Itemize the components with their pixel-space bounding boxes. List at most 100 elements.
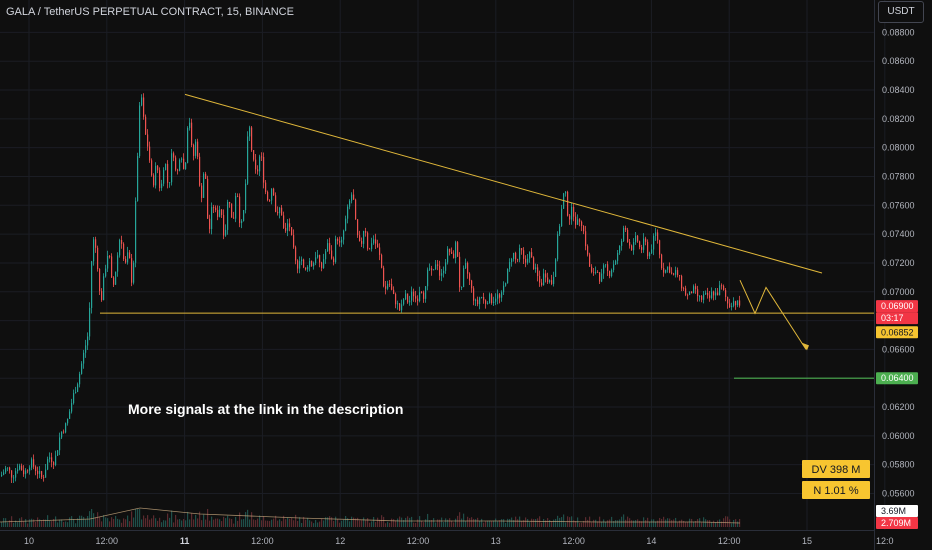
volume-bar [293, 520, 295, 527]
drawings[interactable] [100, 93, 874, 379]
time-tick-label: 14 [646, 536, 656, 546]
candle-body [735, 301, 737, 306]
candle-body [51, 457, 53, 463]
candle-body [347, 206, 349, 219]
volume-bar [417, 519, 419, 527]
volume-bar [565, 522, 567, 527]
volume-bar [277, 520, 279, 527]
price-tick-label: 0.08600 [882, 56, 915, 66]
candle-body [575, 216, 577, 225]
volume-bar [65, 521, 67, 527]
candle-body [675, 270, 677, 275]
candle-body [411, 291, 413, 301]
candle-body [381, 254, 383, 268]
time-tick-label: 12:00 [407, 536, 430, 546]
candle-body [65, 423, 67, 433]
volume-bar [591, 522, 593, 527]
volume-bar [535, 519, 537, 527]
candle-body [649, 253, 651, 257]
price-tick-label: 0.05800 [882, 460, 915, 470]
volume-bar [561, 517, 563, 527]
candle-body [425, 286, 427, 299]
candle-body [161, 183, 163, 189]
volume-bar [75, 523, 77, 527]
candle-body [261, 156, 263, 158]
volume-bar [87, 516, 89, 527]
currency-button[interactable]: USDT [878, 1, 924, 23]
volume-bar [79, 515, 81, 527]
volume-bar [429, 520, 431, 527]
candle-body [167, 163, 169, 183]
candle-body [119, 239, 121, 256]
candle-body [281, 207, 283, 216]
volume-bar [23, 521, 25, 527]
volume-bar [509, 518, 511, 527]
candle-body [419, 292, 421, 302]
candle-body [205, 173, 207, 179]
volume-bar [573, 520, 575, 527]
candle-body [377, 243, 379, 248]
volume-tag [876, 517, 918, 529]
volume-bar [171, 510, 173, 527]
volume-bar [465, 521, 467, 527]
volume-bar [325, 517, 327, 527]
volume-bar [593, 519, 595, 527]
volume-bar [697, 519, 699, 527]
candle-body [403, 299, 405, 305]
volume-bar [127, 515, 129, 527]
candle-body [129, 252, 131, 259]
candle-body [499, 294, 501, 298]
candle-body [643, 238, 645, 250]
candle-body [399, 303, 401, 311]
candle-body [93, 239, 95, 262]
candle-body [227, 201, 229, 230]
time-axis[interactable]: 10 12:00 11 12:00 12 12:00 13 12:00 14 12:00 15 12:… [24, 536, 894, 546]
volume-bar [501, 519, 503, 527]
volume-bar [553, 519, 555, 527]
candle-body [447, 248, 449, 263]
candle-body [617, 252, 619, 261]
symbol-title[interactable]: GALA / TetherUS PERPETUAL CONTRACT, 15, … [6, 6, 294, 18]
candle-body [179, 159, 181, 171]
candle-body [587, 246, 589, 255]
candle-body [235, 196, 237, 219]
volume-bar [67, 522, 69, 527]
volume-bar [559, 517, 561, 527]
volume-bar [95, 517, 97, 527]
candle-body [49, 457, 51, 460]
volume-bar [69, 517, 71, 527]
volume-bar [437, 519, 439, 527]
projection-arrow-head [801, 342, 809, 351]
time-tick-label: 12:00 [251, 536, 274, 546]
candle-body [661, 254, 663, 269]
candle-body [165, 163, 167, 171]
volume-bar [321, 518, 323, 527]
candle-body [507, 269, 509, 284]
volume-bar [349, 521, 351, 527]
candle-body [105, 268, 107, 277]
candle-body [541, 282, 543, 286]
volume-bar [581, 522, 583, 527]
volume-bar [497, 521, 499, 527]
candle-body [711, 291, 713, 298]
volume-bar [549, 519, 551, 527]
candle-body [217, 210, 219, 217]
candle-body [455, 242, 457, 258]
candle-body [251, 127, 253, 151]
candle-body [297, 260, 299, 269]
candle-body [81, 363, 83, 374]
candle-body [625, 227, 627, 230]
candle-body [3, 472, 5, 475]
volume-bar [259, 515, 261, 527]
candle-body [443, 270, 445, 274]
volume-bar [603, 519, 605, 527]
candle-body [417, 298, 419, 302]
candle-body [329, 243, 331, 251]
candle-body [495, 298, 497, 302]
volume-bar [521, 520, 523, 527]
candle-body [429, 268, 431, 270]
candle-body [481, 296, 483, 298]
volume-bar [167, 513, 169, 527]
volume-bar [201, 520, 203, 527]
